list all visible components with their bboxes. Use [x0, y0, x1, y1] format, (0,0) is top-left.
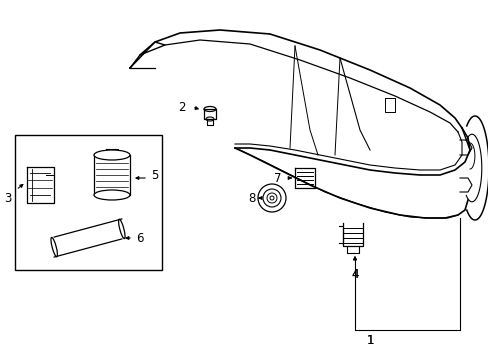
Ellipse shape: [118, 219, 125, 239]
Text: 5: 5: [151, 168, 159, 181]
Text: 6: 6: [136, 231, 143, 244]
Text: 1: 1: [366, 333, 373, 346]
Text: 8: 8: [248, 192, 255, 204]
Text: 2: 2: [178, 100, 185, 113]
Ellipse shape: [94, 150, 130, 160]
Bar: [15, 135, 162, 270]
Ellipse shape: [94, 190, 130, 200]
Ellipse shape: [51, 237, 57, 257]
Text: 4: 4: [350, 269, 358, 282]
Text: 3: 3: [4, 192, 12, 204]
Ellipse shape: [205, 117, 214, 121]
Text: 7: 7: [274, 171, 281, 185]
Text: 4: 4: [350, 269, 358, 282]
Text: 1: 1: [366, 333, 373, 346]
